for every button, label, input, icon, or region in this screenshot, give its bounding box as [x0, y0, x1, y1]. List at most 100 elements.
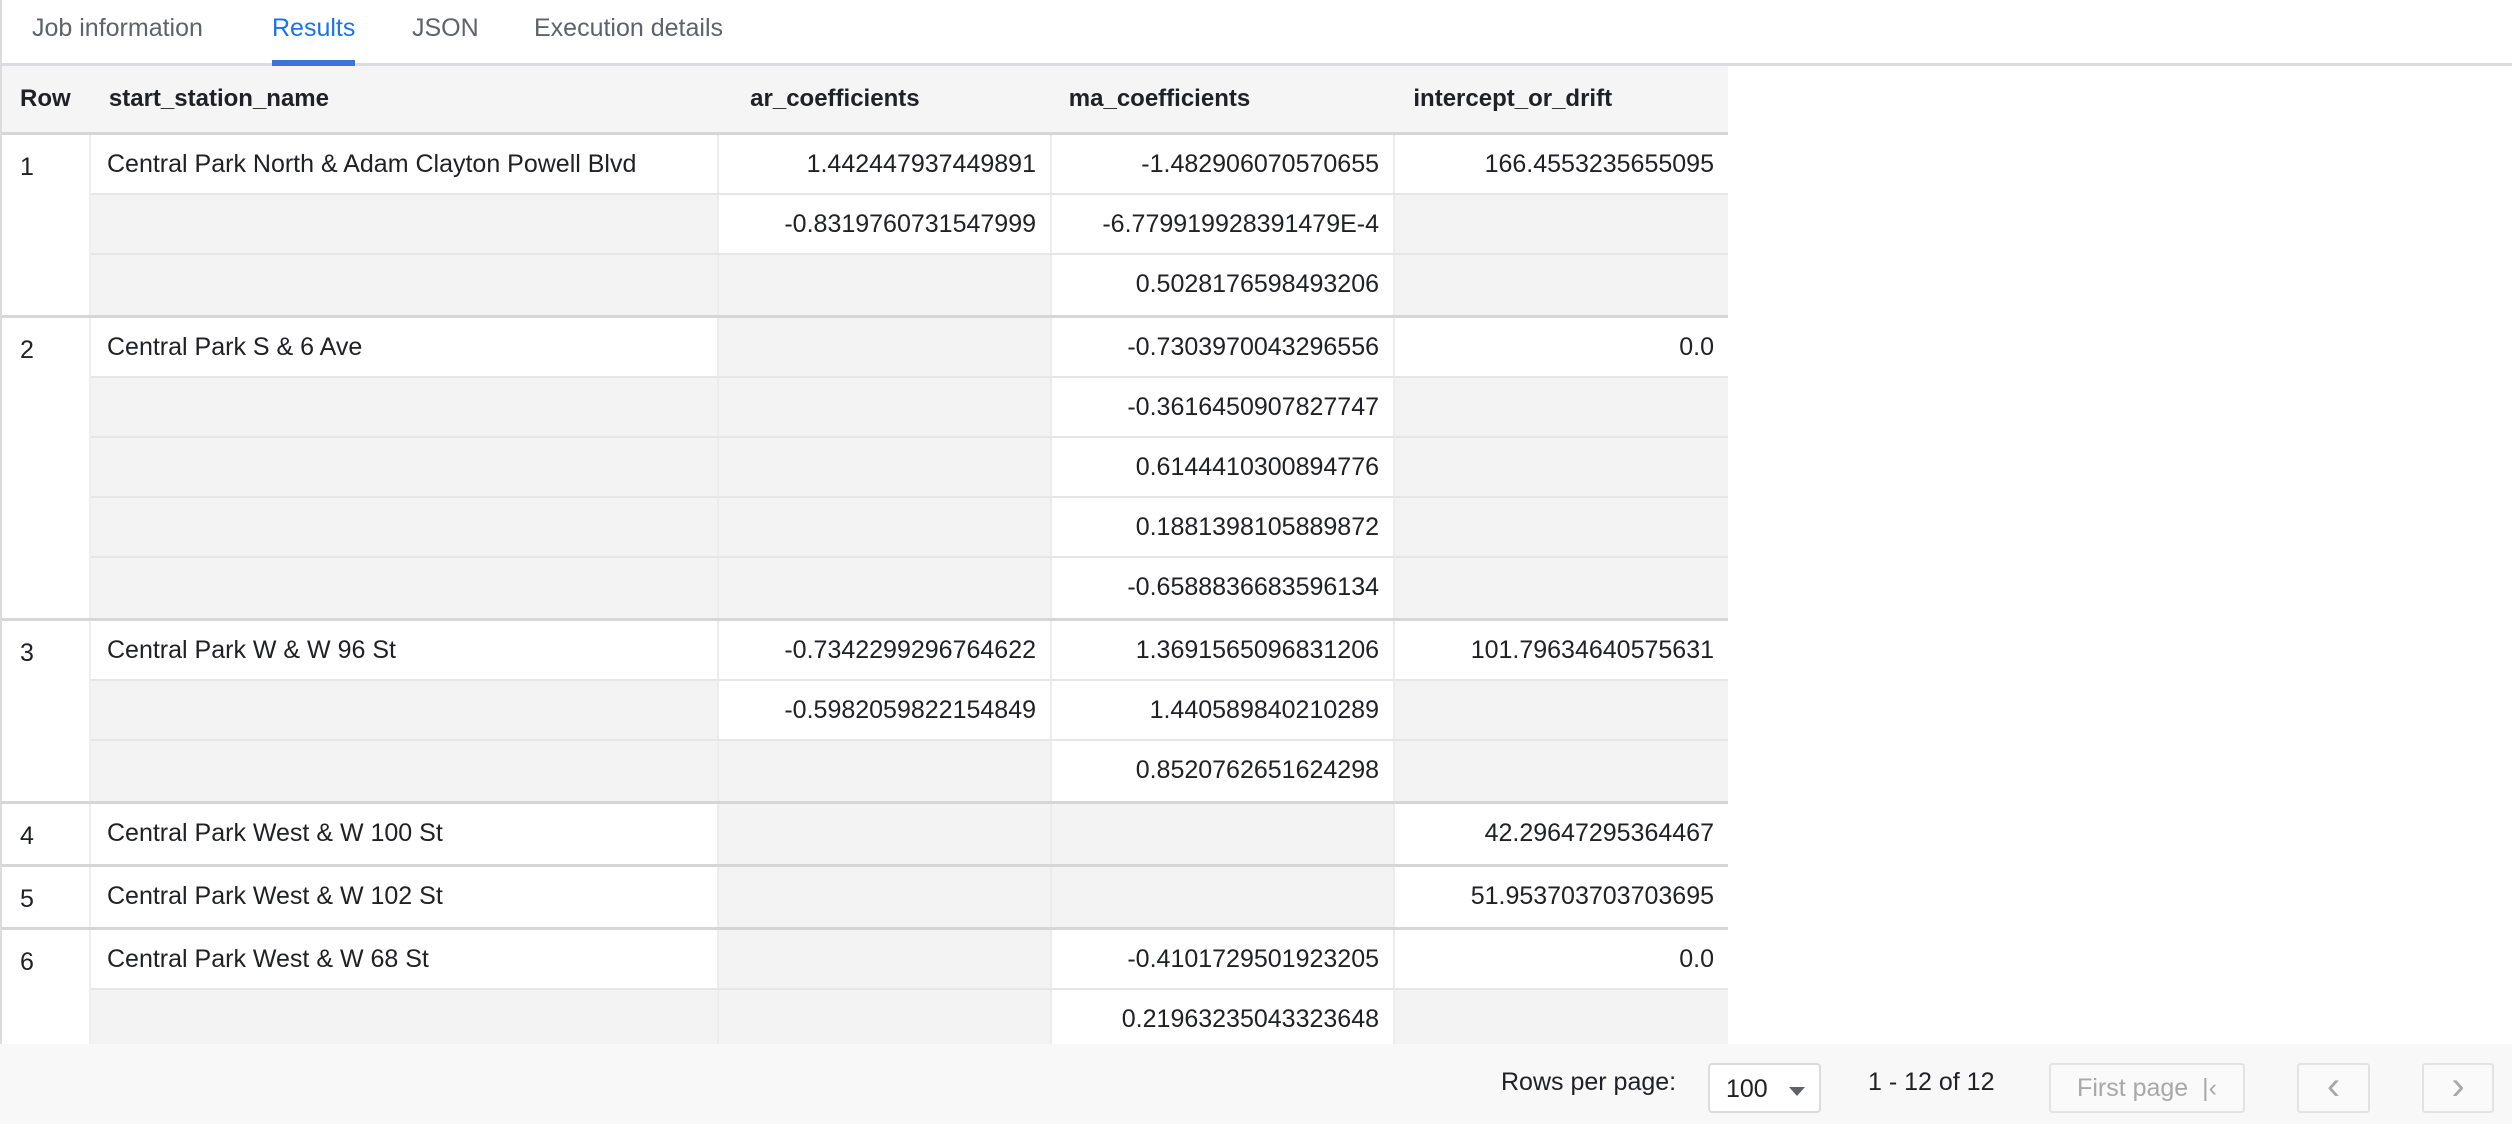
sub-row: Central Park West & W 68 St -0.4101729501… [91, 930, 1728, 990]
intercept-cell[interactable]: 0.0 [1395, 930, 1728, 988]
intercept-cell[interactable] [1395, 990, 1728, 1044]
intercept-cell[interactable]: 51.953703703703695 [1395, 867, 1728, 927]
ma-coefficient-cell[interactable] [1052, 867, 1395, 927]
row-number: 5 [2, 867, 91, 927]
sub-row: Central Park W & W 96 St -0.7342299296764… [91, 621, 1728, 681]
first-page-icon: |‹ [2195, 1074, 2217, 1102]
station-name-cell[interactable]: Central Park West & W 100 St [91, 804, 719, 864]
station-name-cell[interactable]: Central Park West & W 68 St [91, 930, 719, 988]
ar-coefficient-cell[interactable] [719, 255, 1052, 315]
intercept-cell[interactable]: 101.79634640575631 [1395, 621, 1728, 679]
station-name-cell[interactable]: Central Park West & W 102 St [91, 867, 719, 927]
rows-per-page-label: Rows per page: [1501, 1068, 1677, 1096]
sub-row: -0.5982059822154849 1.440589840210289 [91, 681, 1728, 741]
ar-coefficient-cell[interactable] [719, 378, 1052, 436]
column-header-ar-coefficients[interactable]: ar_coefficients [750, 85, 920, 112]
intercept-cell[interactable]: 166.4553235655095 [1395, 135, 1728, 193]
table-header: Row start_station_name ar_coefficients m… [2, 66, 1728, 135]
station-name-cell[interactable] [91, 195, 719, 253]
column-header-start-station-name[interactable]: start_station_name [108, 85, 329, 112]
ma-coefficient-cell[interactable]: 1.3691565096831206 [1052, 621, 1395, 679]
ar-coefficient-cell[interactable] [719, 741, 1052, 801]
sub-row: 0.21963235043323648 [91, 990, 1728, 1044]
station-name-cell[interactable] [91, 378, 719, 436]
ar-coefficient-cell[interactable] [719, 558, 1052, 618]
first-page-button[interactable]: First page |‹ [2049, 1063, 2245, 1113]
sub-row: Central Park S & 6 Ave -0.730397004329655… [91, 318, 1728, 378]
station-name-cell[interactable] [91, 558, 719, 618]
sub-row: Central Park West & W 100 St 42.296472953… [91, 804, 1728, 864]
ma-coefficient-cell[interactable]: -0.6588836683596134 [1052, 558, 1395, 618]
sub-row: 0.1881398105889872 [91, 498, 1728, 558]
ma-coefficient-cell[interactable]: 0.21963235043323648 [1052, 990, 1395, 1044]
table-row: 4 Central Park West & W 100 St 42.29647295… [2, 804, 1728, 867]
ar-coefficient-cell[interactable]: 1.442447937449891 [719, 135, 1052, 193]
ar-coefficient-cell[interactable] [719, 318, 1052, 376]
column-header-ma-coefficients[interactable]: ma_coefficients [1068, 85, 1251, 112]
ar-coefficient-cell[interactable] [719, 930, 1052, 988]
dropdown-arrow-icon [1789, 1087, 1805, 1096]
row-number: 1 [2, 135, 91, 315]
intercept-cell[interactable] [1395, 498, 1728, 556]
station-name-cell[interactable] [91, 438, 719, 496]
column-header-row[interactable]: Row [20, 85, 71, 112]
table-row: 2 Central Park S & 6 Ave -0.73039700432965… [2, 318, 1728, 621]
first-page-label: First page [2077, 1074, 2189, 1102]
intercept-cell[interactable]: 0.0 [1395, 318, 1728, 376]
tab-execution-details[interactable]: Execution details [534, 14, 724, 42]
ma-coefficient-cell[interactable]: 0.1881398105889872 [1052, 498, 1395, 556]
tab-results[interactable]: Results [272, 10, 356, 66]
intercept-cell[interactable] [1395, 741, 1728, 801]
ma-coefficient-cell[interactable]: 1.440589840210289 [1052, 681, 1395, 739]
sub-row: Central Park North & Adam Clayton Powell… [91, 135, 1728, 195]
ar-coefficient-cell[interactable] [719, 867, 1052, 927]
ar-coefficient-cell[interactable]: -0.7342299296764622 [719, 621, 1052, 679]
table-row: 1 Central Park North & Adam Clayton Powel… [2, 135, 1728, 318]
station-name-cell[interactable]: Central Park North & Adam Clayton Powell… [91, 135, 719, 193]
ma-coefficient-cell[interactable]: -0.7303970043296556 [1052, 318, 1395, 376]
ma-coefficient-cell[interactable]: 0.6144410300894776 [1052, 438, 1395, 496]
ar-coefficient-cell[interactable] [719, 498, 1052, 556]
tab-json[interactable]: JSON [412, 14, 479, 42]
ar-coefficient-cell[interactable] [719, 804, 1052, 864]
station-name-cell[interactable]: Central Park S & 6 Ave [91, 318, 719, 376]
station-name-cell[interactable] [91, 255, 719, 315]
sub-row: Central Park West & W 102 St 51.953703703… [91, 867, 1728, 927]
sub-row: -0.8319760731547999 -6.779919928391479E-4 [91, 195, 1728, 255]
ar-coefficient-cell[interactable] [719, 438, 1052, 496]
ma-coefficient-cell[interactable]: -1.482906070570655 [1052, 135, 1395, 193]
station-name-cell[interactable] [91, 741, 719, 801]
ma-coefficient-cell[interactable] [1052, 804, 1395, 864]
station-name-cell[interactable]: Central Park W & W 96 St [91, 621, 719, 679]
station-name-cell[interactable] [91, 498, 719, 556]
intercept-cell[interactable] [1395, 681, 1728, 739]
ma-coefficient-cell[interactable]: -0.4101729501923205 [1052, 930, 1395, 988]
row-number: 2 [2, 318, 91, 618]
rows-per-page-select[interactable]: 100 [1708, 1063, 1821, 1113]
previous-page-button[interactable]: ‹ [2297, 1063, 2370, 1113]
table-row: 6 Central Park West & W 68 St -0.410172950… [2, 930, 1728, 1044]
sub-row: 0.6144410300894776 [91, 438, 1728, 498]
ar-coefficient-cell[interactable] [719, 990, 1052, 1044]
intercept-cell[interactable]: 42.29647295364467 [1395, 804, 1728, 864]
intercept-cell[interactable] [1395, 255, 1728, 315]
row-number: 3 [2, 621, 91, 801]
next-page-button[interactable]: › [2422, 1063, 2494, 1113]
ma-coefficient-cell[interactable]: -0.3616450907827747 [1052, 378, 1395, 436]
sub-row: 0.5028176598493206 [91, 255, 1728, 315]
intercept-cell[interactable] [1395, 438, 1728, 496]
tab-job-information[interactable]: Job information [32, 14, 203, 42]
ar-coefficient-cell[interactable]: -0.5982059822154849 [719, 681, 1052, 739]
ma-coefficient-cell[interactable]: 0.8520762651624298 [1052, 741, 1395, 801]
ma-coefficient-cell[interactable]: 0.5028176598493206 [1052, 255, 1395, 315]
tab-bar: Job information Results JSON Execution d… [0, 0, 2512, 66]
station-name-cell[interactable] [91, 990, 719, 1044]
intercept-cell[interactable] [1395, 558, 1728, 618]
ma-coefficient-cell[interactable]: -6.779919928391479E-4 [1052, 195, 1395, 253]
station-name-cell[interactable] [91, 681, 719, 739]
row-number: 4 [2, 804, 91, 864]
intercept-cell[interactable] [1395, 195, 1728, 253]
intercept-cell[interactable] [1395, 378, 1728, 436]
ar-coefficient-cell[interactable]: -0.8319760731547999 [719, 195, 1052, 253]
column-header-intercept-or-drift[interactable]: intercept_or_drift [1413, 85, 1613, 112]
